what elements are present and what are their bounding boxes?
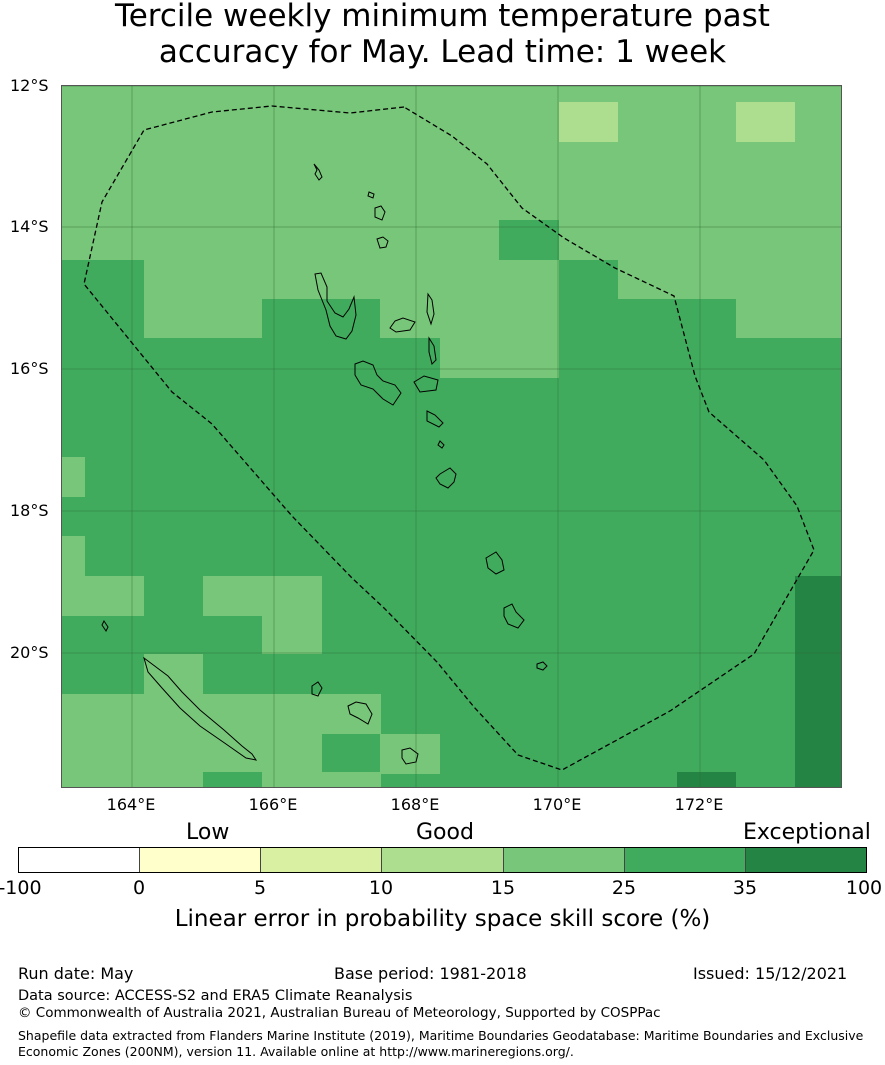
cell-good (62, 576, 144, 616)
colorbar-segment (745, 848, 866, 872)
lon-label: 164°E (106, 795, 156, 814)
legend-category-good: Good (416, 820, 474, 845)
legend-category-low: Low (186, 820, 230, 845)
cell-good (262, 616, 322, 654)
cell-good (262, 772, 381, 787)
cell-good (62, 457, 85, 497)
eez-boundary (83, 105, 815, 771)
lon-label: 172°E (674, 795, 724, 814)
cell-good (380, 734, 440, 774)
cell-good (203, 694, 322, 772)
lon-label: 168°E (390, 795, 440, 814)
colorbar-tick: 25 (611, 877, 637, 899)
lat-label: 14°S (10, 217, 49, 236)
data-source: Data source: ACCESS-S2 and ERA5 Climate … (18, 988, 413, 1004)
map-gridlines (62, 86, 841, 787)
colorbar-segment (140, 848, 262, 872)
colorbar-segment (382, 848, 504, 872)
colorbar-label: Linear error in probability space skill … (174, 906, 711, 932)
lat-label: 12°S (10, 76, 49, 95)
run-date: Run date: May (18, 964, 134, 983)
cell-light (559, 102, 618, 142)
shapefile-credit: Shapefile data extracted from Flanders M… (18, 1028, 864, 1059)
issued-date: Issued: 15/12/2021 (693, 964, 848, 983)
lat-label: 20°S (10, 643, 49, 662)
colorbar-tick: 5 (253, 877, 267, 899)
colorbar-segment (624, 848, 746, 872)
lon-label: 170°E (532, 795, 582, 814)
colorbar-segment (503, 848, 625, 872)
cell-good (322, 694, 381, 734)
legend-category-exceptional: Exceptional (743, 820, 871, 845)
skill-map (61, 85, 842, 788)
colorbar-tick: 35 (732, 877, 758, 899)
cell-good (62, 694, 203, 787)
cell-very-good (499, 220, 559, 260)
cell-good (144, 654, 203, 694)
lon-label: 166°E (248, 795, 298, 814)
region-very-good (62, 260, 841, 787)
cell-light (736, 102, 795, 142)
colorbar-tick: 10 (368, 877, 394, 899)
islands (101, 163, 548, 765)
copyright: © Commonwealth of Australia 2021, Austra… (18, 1005, 661, 1021)
colorbar-tick: 0 (132, 877, 146, 899)
map-title-line-1: Tercile weekly minimum temperature past (115, 0, 770, 34)
cell-exceptional (677, 772, 736, 787)
colorbar-tick: -100 (0, 877, 42, 899)
skill-map-canvas (62, 86, 841, 787)
colorbar-segment (19, 848, 141, 872)
lat-label: 16°S (10, 359, 49, 378)
cell-good (440, 338, 559, 378)
cell-good (203, 576, 322, 616)
colorbar-segment (261, 848, 383, 872)
colorbar (18, 847, 867, 873)
cell-exceptional (795, 576, 841, 787)
base-period: Base period: 1981-2018 (334, 964, 527, 983)
cell-good (62, 536, 85, 576)
map-title-line-2: accuracy for May. Lead time: 1 week (158, 34, 727, 70)
colorbar-tick: 15 (490, 877, 516, 899)
colorbar-tick: 100 (845, 877, 883, 899)
lat-label: 18°S (10, 501, 49, 520)
